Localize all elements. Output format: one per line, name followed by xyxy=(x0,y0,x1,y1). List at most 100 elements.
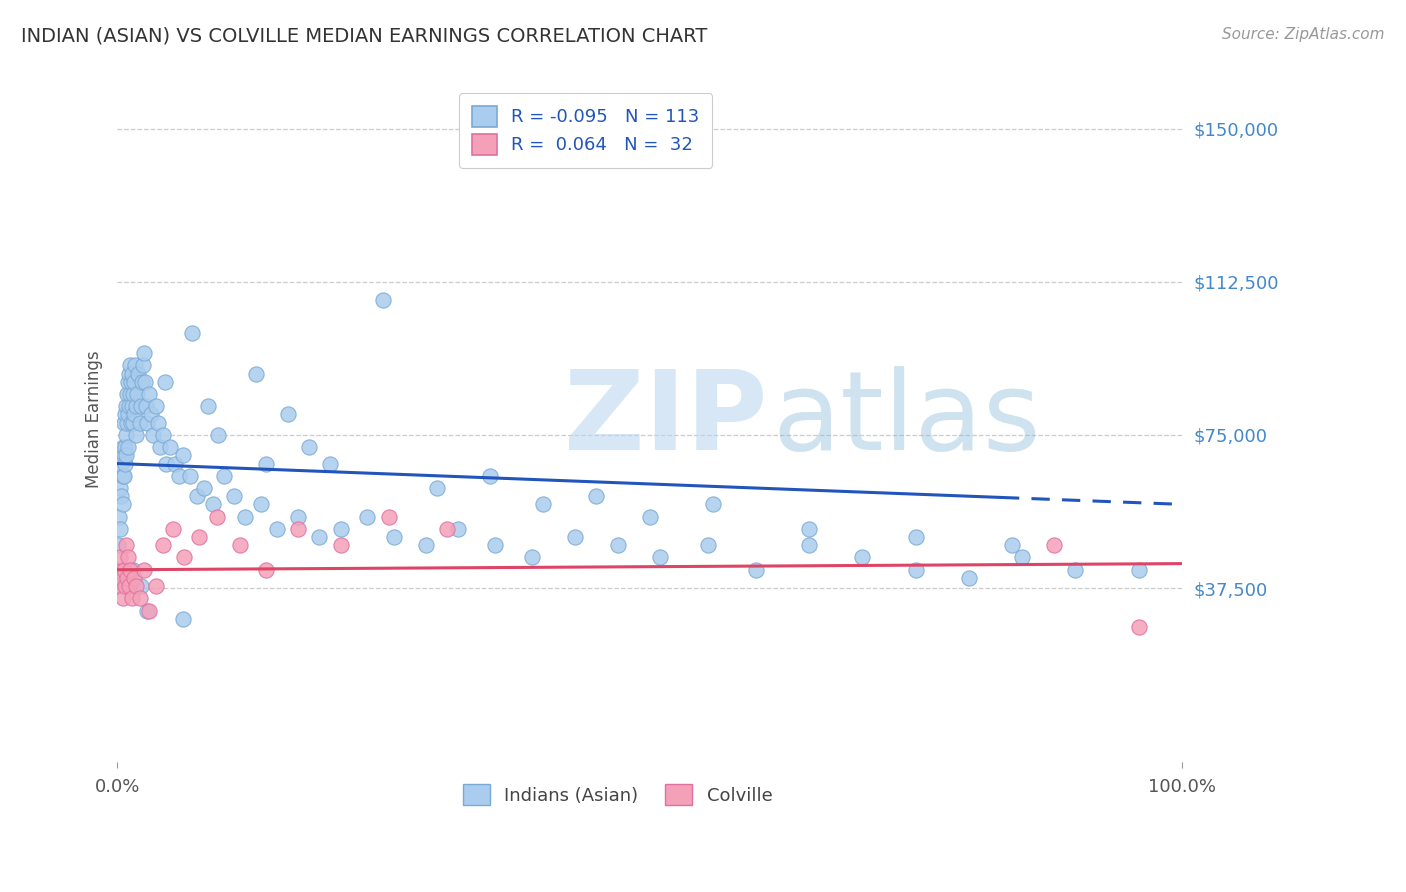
Point xyxy=(245,367,267,381)
Point xyxy=(173,550,195,565)
Point xyxy=(114,408,136,422)
Point xyxy=(127,367,149,381)
Point xyxy=(167,468,190,483)
Point xyxy=(207,509,229,524)
Point xyxy=(197,400,219,414)
Point xyxy=(149,440,172,454)
Point xyxy=(287,522,309,536)
Point xyxy=(308,530,330,544)
Point xyxy=(136,604,159,618)
Point xyxy=(447,522,470,536)
Point xyxy=(188,530,211,544)
Point xyxy=(118,579,141,593)
Point xyxy=(114,448,136,462)
Point xyxy=(329,522,352,536)
Point xyxy=(122,375,145,389)
Point xyxy=(120,375,142,389)
Point xyxy=(117,375,139,389)
Point xyxy=(250,497,273,511)
Legend: Indians (Asian), Colville: Indians (Asian), Colville xyxy=(454,775,782,814)
Point xyxy=(212,468,235,483)
Point xyxy=(122,408,145,422)
Point xyxy=(1000,538,1022,552)
Text: INDIAN (ASIAN) VS COLVILLE MEDIAN EARNINGS CORRELATION CHART: INDIAN (ASIAN) VS COLVILLE MEDIAN EARNIN… xyxy=(21,27,707,45)
Point xyxy=(118,400,141,414)
Point xyxy=(125,400,148,414)
Point xyxy=(851,550,873,565)
Point xyxy=(125,579,148,593)
Point xyxy=(329,538,352,552)
Point xyxy=(172,448,194,462)
Point xyxy=(382,530,405,544)
Point xyxy=(108,509,131,524)
Point xyxy=(110,571,132,585)
Point xyxy=(121,367,143,381)
Point xyxy=(122,416,145,430)
Point xyxy=(127,387,149,401)
Point xyxy=(132,346,155,360)
Point xyxy=(122,571,145,585)
Point xyxy=(145,579,167,593)
Point xyxy=(132,563,155,577)
Point xyxy=(110,489,132,503)
Point xyxy=(172,612,194,626)
Point xyxy=(111,440,134,454)
Point xyxy=(904,530,927,544)
Point xyxy=(125,428,148,442)
Point xyxy=(117,550,139,565)
Point xyxy=(377,509,399,524)
Point xyxy=(128,416,150,430)
Point xyxy=(118,387,141,401)
Point xyxy=(110,481,132,495)
Point xyxy=(162,522,184,536)
Point xyxy=(163,457,186,471)
Point xyxy=(564,530,586,544)
Point xyxy=(131,375,153,389)
Point xyxy=(114,457,136,471)
Point xyxy=(110,457,132,471)
Point xyxy=(124,359,146,373)
Point xyxy=(120,416,142,430)
Point xyxy=(107,563,129,577)
Point xyxy=(254,457,277,471)
Y-axis label: Median Earnings: Median Earnings xyxy=(86,351,103,489)
Point xyxy=(193,481,215,495)
Point xyxy=(266,522,288,536)
Point xyxy=(112,468,135,483)
Point xyxy=(112,416,135,430)
Point xyxy=(117,408,139,422)
Point xyxy=(606,538,628,552)
Point xyxy=(180,326,202,340)
Point xyxy=(799,522,821,536)
Point xyxy=(112,563,135,577)
Point xyxy=(111,591,134,606)
Point xyxy=(638,509,661,524)
Point xyxy=(373,293,395,307)
Point xyxy=(745,563,768,577)
Point xyxy=(522,550,544,565)
Point xyxy=(478,468,501,483)
Point xyxy=(145,400,167,414)
Point xyxy=(117,440,139,454)
Point xyxy=(228,538,250,552)
Point xyxy=(114,440,136,454)
Point xyxy=(121,591,143,606)
Point xyxy=(146,416,169,430)
Point xyxy=(114,538,136,552)
Point xyxy=(107,538,129,552)
Point xyxy=(129,400,152,414)
Point xyxy=(115,416,138,430)
Point xyxy=(115,387,138,401)
Point xyxy=(254,563,277,577)
Point xyxy=(799,538,821,552)
Point xyxy=(650,550,672,565)
Point xyxy=(138,387,160,401)
Point xyxy=(436,522,458,536)
Point xyxy=(1128,563,1150,577)
Point xyxy=(224,489,246,503)
Point xyxy=(122,563,145,577)
Text: ZIP: ZIP xyxy=(564,366,768,473)
Point xyxy=(426,481,449,495)
Point xyxy=(287,509,309,524)
Point xyxy=(135,400,157,414)
